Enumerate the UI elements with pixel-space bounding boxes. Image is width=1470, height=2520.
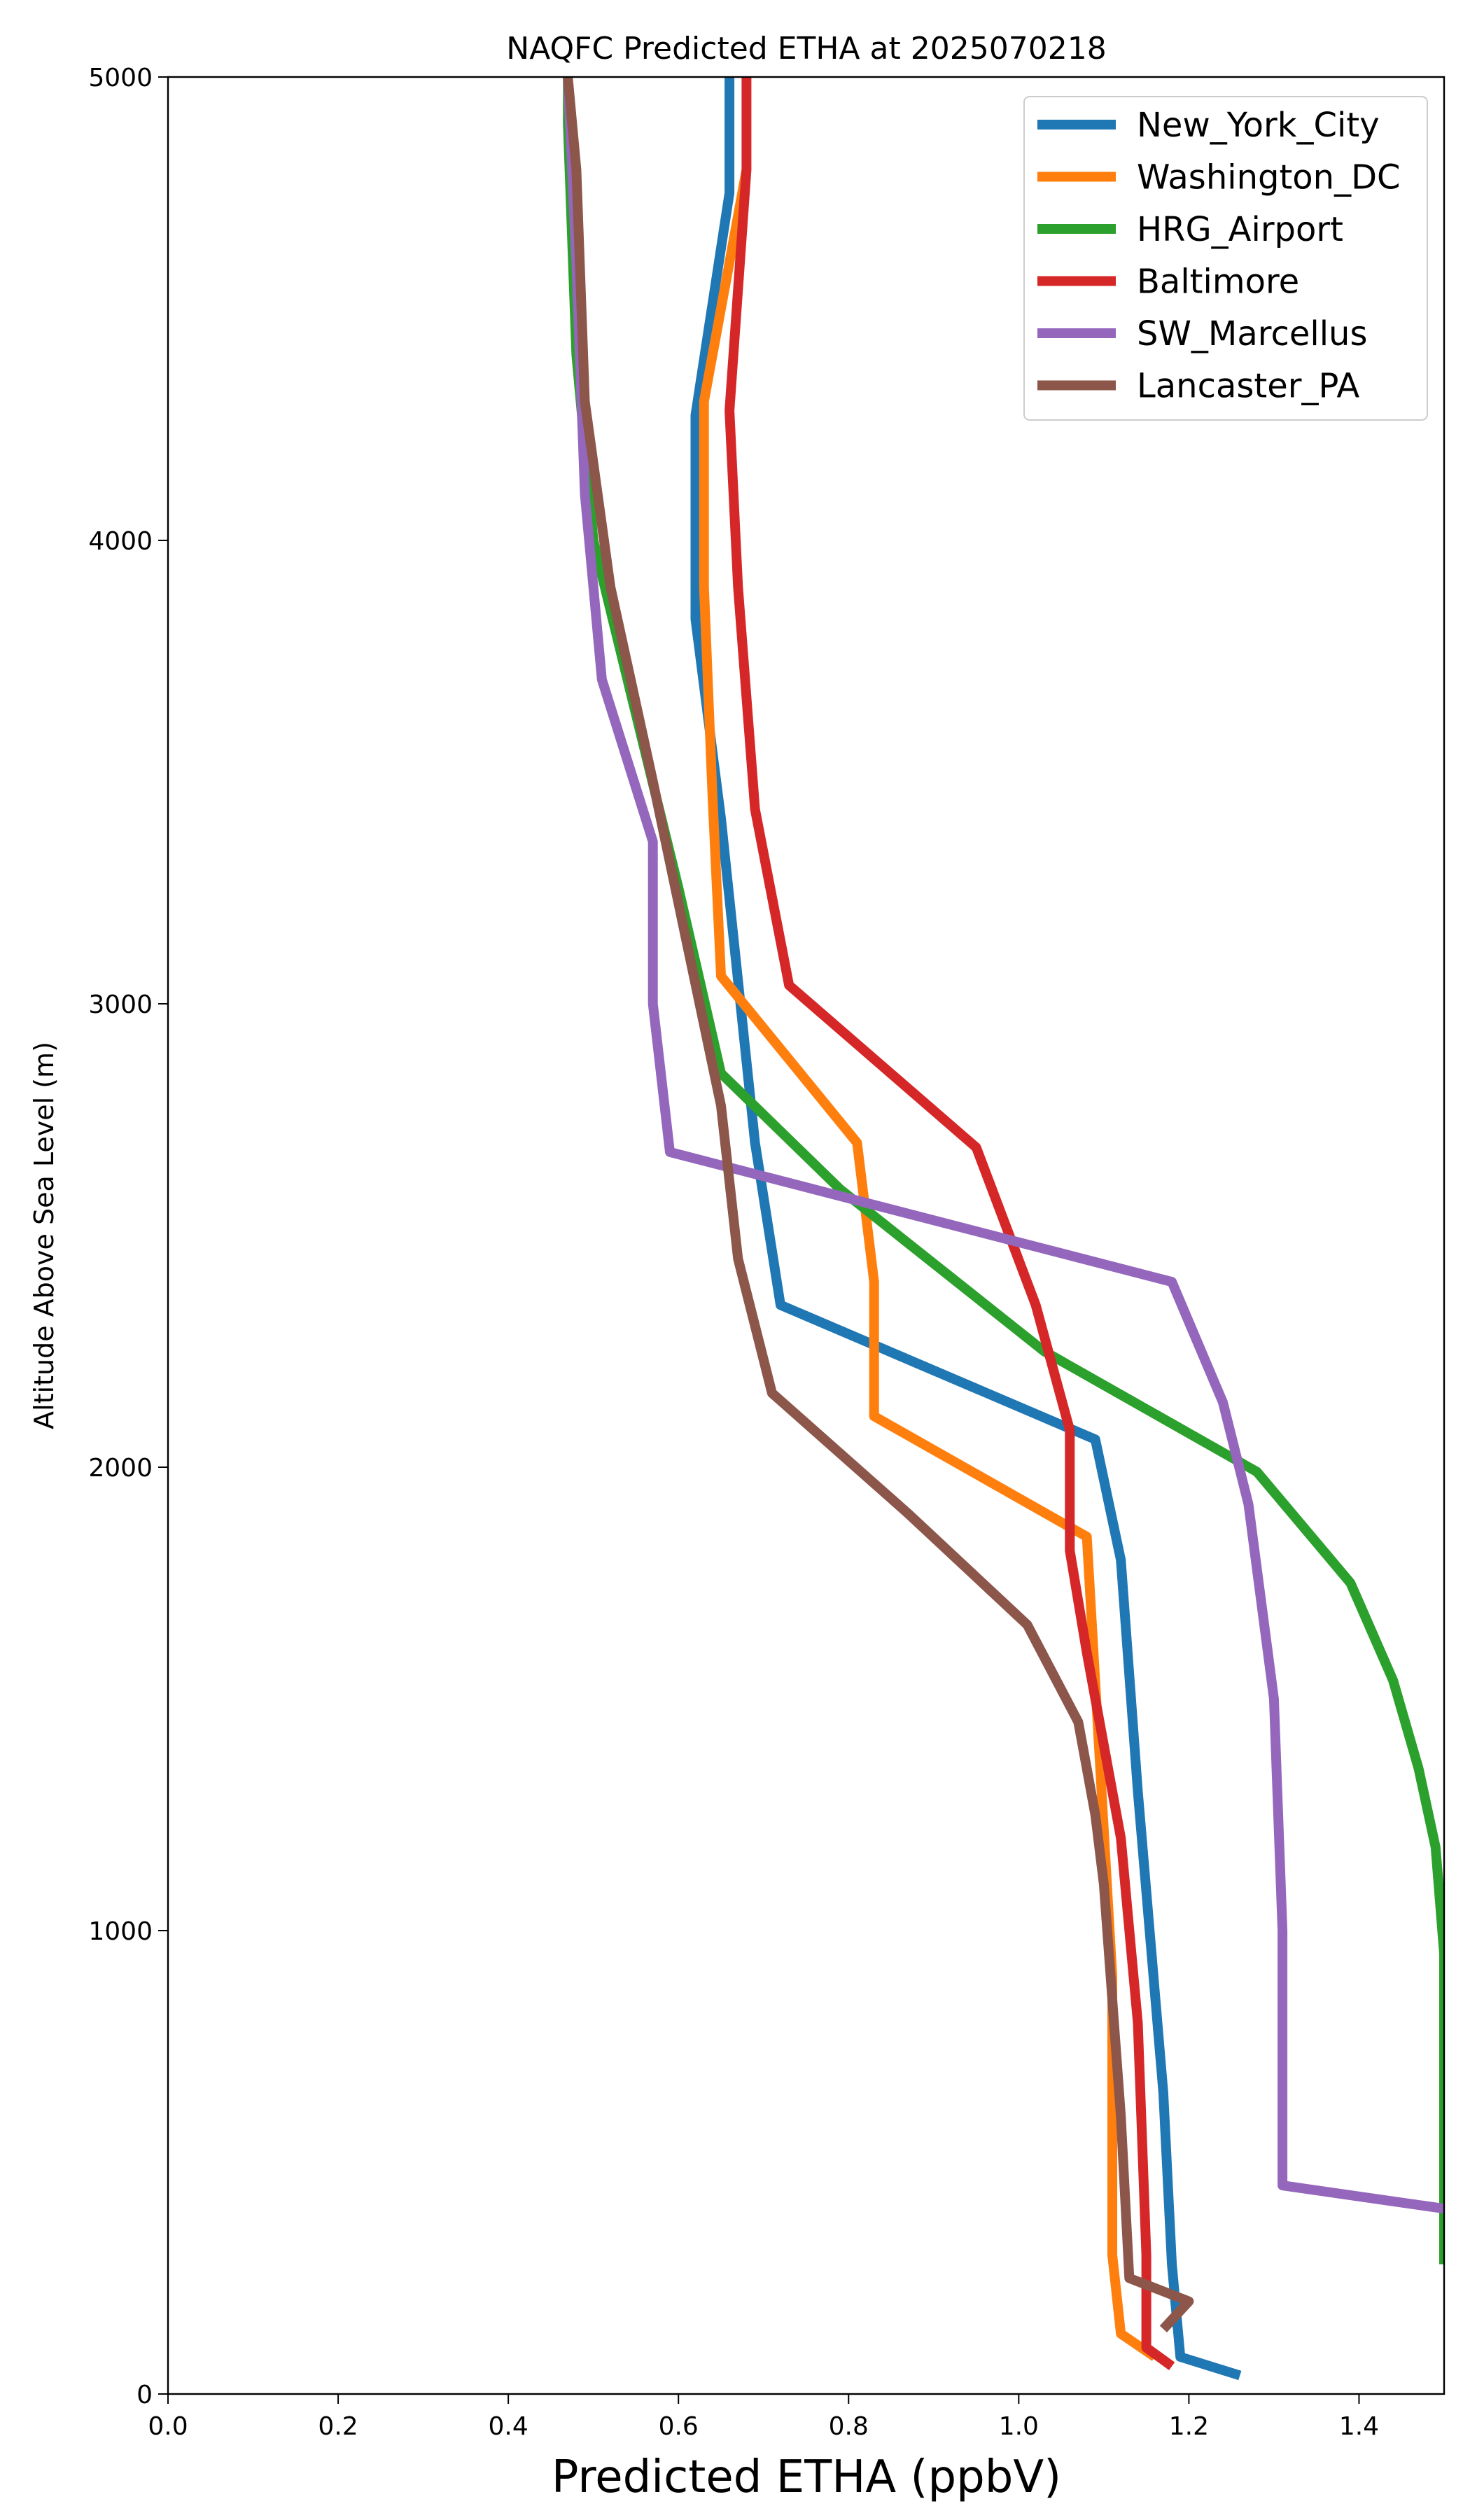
y-axis-label: Altitude Above Sea Level (m) [29,1042,59,1429]
x-tick-label: 0.6 [659,2412,699,2441]
legend-entries: New_York_City Washington_DC HRG_Airport Bal… [1037,106,1401,406]
x-tick-label: 1.0 [999,2412,1039,2441]
x-axis-label: Predicted ETHA (ppbV) [552,2451,1061,2503]
y-tick-label: 5000 [88,64,153,92]
y-tick-label: 2000 [88,1454,153,1483]
legend-label: New_York_City [1137,106,1380,145]
y-tick-label: 1000 [88,1917,153,1946]
legend-item-sw-marcellus: SW_Marcellus [1037,314,1367,354]
series-line-lancaster-pa [563,77,1194,2333]
plot-frame [167,76,1446,2395]
legend-label: SW_Marcellus [1137,314,1367,354]
x-tick-label: 0.8 [829,2412,869,2441]
legend-label: HRG_Airport [1137,210,1343,249]
legend-label: Baltimore [1137,262,1299,302]
x-tick-label: 0.2 [318,2412,358,2441]
chart-title: NAQFC Predicted ETHA at 2025070218 [506,31,1106,66]
x-tick-label: 1.4 [1339,2412,1379,2441]
y-tick-label: 4000 [88,527,153,556]
legend-box [1023,96,1428,421]
y-tick-label: 3000 [88,990,153,1019]
legend-item-new-york-city: New_York_City [1037,106,1380,145]
series-line-baltimore [724,77,1175,2370]
legend: New_York_City Washington_DC HRG_Airport Bal… [1023,96,1428,421]
legend-item-lancaster-pa: Lancaster_PA [1037,367,1359,406]
series-line-new-york-city [690,77,1242,2381]
series-layer [563,77,1444,2381]
legend-label: Lancaster_PA [1137,367,1359,406]
y-tick-label: 0 [136,2381,153,2409]
legend-item-baltimore: Baltimore [1037,262,1299,302]
series-line-sw-marcellus [563,77,1444,2214]
x-tick-label: 0.0 [148,2412,188,2441]
x-tick-label: 0.4 [489,2412,528,2441]
x-axis-ticks: 0.0 0.2 0.4 0.6 0.8 1.0 1.2 1.4 [148,2394,1379,2441]
y-axis-ticks: 0 1000 2000 3000 4000 5000 [88,64,168,2409]
legend-label: Washington_DC [1137,158,1401,197]
legend-item-hrg-airport: HRG_Airport [1037,210,1343,249]
x-tick-label: 1.2 [1169,2412,1209,2441]
legend-item-washington-dc: Washington_DC [1037,158,1401,197]
